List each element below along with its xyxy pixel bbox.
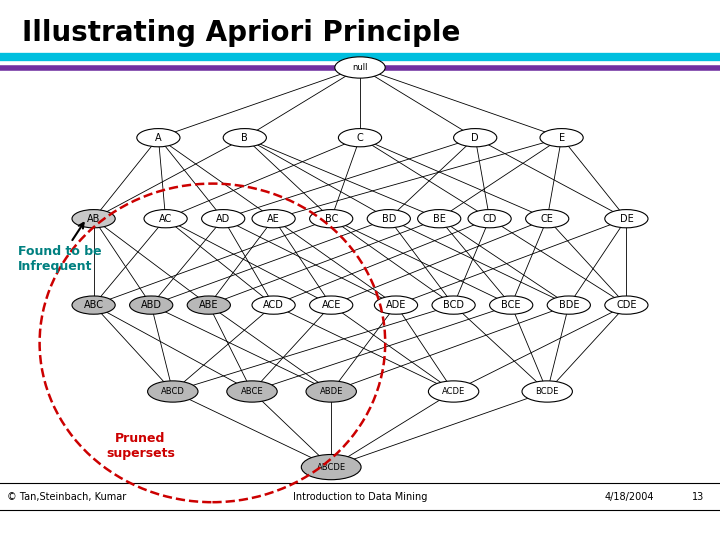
Ellipse shape <box>301 455 361 480</box>
Text: ACD: ACD <box>264 300 284 310</box>
Text: Found to be
Infrequent: Found to be Infrequent <box>18 223 102 273</box>
Ellipse shape <box>148 381 198 402</box>
Ellipse shape <box>72 296 115 314</box>
Ellipse shape <box>432 296 475 314</box>
Text: BCDE: BCDE <box>536 387 559 396</box>
Text: BDE: BDE <box>559 300 579 310</box>
Text: ABC: ABC <box>84 300 104 310</box>
Ellipse shape <box>522 381 572 402</box>
Text: CDE: CDE <box>616 300 636 310</box>
Text: BCD: BCD <box>443 300 464 310</box>
Text: BCE: BCE <box>501 300 521 310</box>
Ellipse shape <box>144 210 187 228</box>
Text: CD: CD <box>482 214 497 224</box>
Text: B: B <box>241 133 248 143</box>
Ellipse shape <box>605 296 648 314</box>
Ellipse shape <box>187 296 230 314</box>
Ellipse shape <box>137 129 180 147</box>
Ellipse shape <box>202 210 245 228</box>
Text: 4/18/2004: 4/18/2004 <box>605 492 654 502</box>
Text: BE: BE <box>433 214 446 224</box>
Ellipse shape <box>338 129 382 147</box>
Text: ABE: ABE <box>199 300 219 310</box>
Ellipse shape <box>490 296 533 314</box>
Text: A: A <box>155 133 162 143</box>
Text: ABCD: ABCD <box>161 387 185 396</box>
Text: AD: AD <box>216 214 230 224</box>
Text: null: null <box>352 63 368 72</box>
Ellipse shape <box>454 129 497 147</box>
Ellipse shape <box>252 210 295 228</box>
Ellipse shape <box>227 381 277 402</box>
Ellipse shape <box>526 210 569 228</box>
Text: BD: BD <box>382 214 396 224</box>
Text: ADE: ADE <box>386 300 406 310</box>
Ellipse shape <box>468 210 511 228</box>
Ellipse shape <box>335 57 385 78</box>
Text: 13: 13 <box>692 492 705 502</box>
Text: Illustrating Apriori Principle: Illustrating Apriori Principle <box>22 19 460 47</box>
Ellipse shape <box>306 381 356 402</box>
Ellipse shape <box>310 296 353 314</box>
Text: AE: AE <box>267 214 280 224</box>
Text: ABD: ABD <box>140 300 162 310</box>
Text: ACE: ACE <box>322 300 341 310</box>
Ellipse shape <box>252 296 295 314</box>
Ellipse shape <box>428 381 479 402</box>
Text: ACDE: ACDE <box>442 387 465 396</box>
Text: AC: AC <box>159 214 172 224</box>
Text: ABDE: ABDE <box>320 387 343 396</box>
Ellipse shape <box>418 210 461 228</box>
Ellipse shape <box>540 129 583 147</box>
Ellipse shape <box>374 296 418 314</box>
Ellipse shape <box>223 129 266 147</box>
Text: DE: DE <box>619 214 634 224</box>
Text: AB: AB <box>87 214 100 224</box>
Text: BC: BC <box>325 214 338 224</box>
Text: E: E <box>559 133 564 143</box>
Ellipse shape <box>130 296 173 314</box>
Text: Introduction to Data Mining: Introduction to Data Mining <box>293 492 427 502</box>
Text: Pruned
supersets: Pruned supersets <box>106 431 175 460</box>
Text: ABCE: ABCE <box>240 387 264 396</box>
Ellipse shape <box>367 210 410 228</box>
Text: © Tan,Steinbach, Kumar: © Tan,Steinbach, Kumar <box>7 492 127 502</box>
Text: ABCDE: ABCDE <box>317 463 346 471</box>
Ellipse shape <box>547 296 590 314</box>
Text: C: C <box>356 133 364 143</box>
Text: CE: CE <box>541 214 554 224</box>
Ellipse shape <box>310 210 353 228</box>
Ellipse shape <box>72 210 115 228</box>
Ellipse shape <box>605 210 648 228</box>
Text: D: D <box>472 133 479 143</box>
